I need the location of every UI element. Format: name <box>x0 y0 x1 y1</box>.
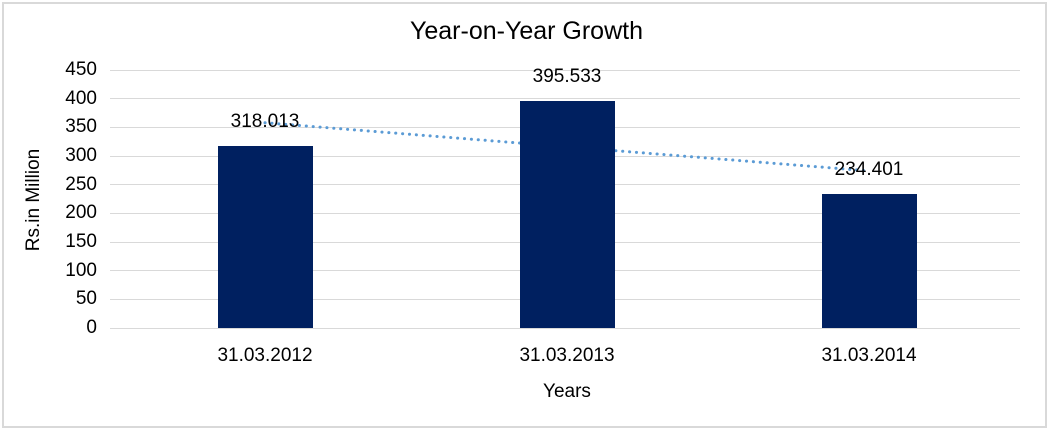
data-label-31.03.2012: 318.013 <box>230 110 300 132</box>
bar-31.03.2012 <box>217 145 313 328</box>
gridline-0 <box>110 327 1020 329</box>
bar-31.03.2014 <box>821 193 917 328</box>
data-label-31.03.2014: 234.401 <box>834 158 904 180</box>
y-tick-label-400: 400 <box>65 87 97 109</box>
y-tick-label-350: 350 <box>65 116 97 138</box>
bar-31.03.2013 <box>519 101 615 328</box>
gridline-400 <box>110 98 1020 100</box>
x-tick-label-31.03.2013: 31.03.2013 <box>519 345 615 366</box>
x-axis-title: Years <box>543 381 591 402</box>
x-tick-label-31.03.2014: 31.03.2014 <box>821 345 917 366</box>
y-tick-label-50: 50 <box>75 288 97 310</box>
y-tick-label-0: 0 <box>86 317 97 338</box>
y-tick-label-150: 150 <box>65 231 97 252</box>
y-axis-title: Rs.in Million <box>23 148 44 252</box>
y-tick-label-300: 300 <box>65 145 97 166</box>
data-label-31.03.2013: 395.533 <box>532 66 602 88</box>
y-tick-label-200: 200 <box>65 202 97 224</box>
x-tick-label-31.03.2012: 31.03.2012 <box>217 345 313 366</box>
gridline-450 <box>110 69 1020 71</box>
y-tick-label-250: 250 <box>65 173 97 195</box>
y-tick-label-100: 100 <box>65 259 97 281</box>
y-tick-label-450: 450 <box>65 59 97 80</box>
chart-title: Year-on-Year Growth <box>409 17 643 45</box>
